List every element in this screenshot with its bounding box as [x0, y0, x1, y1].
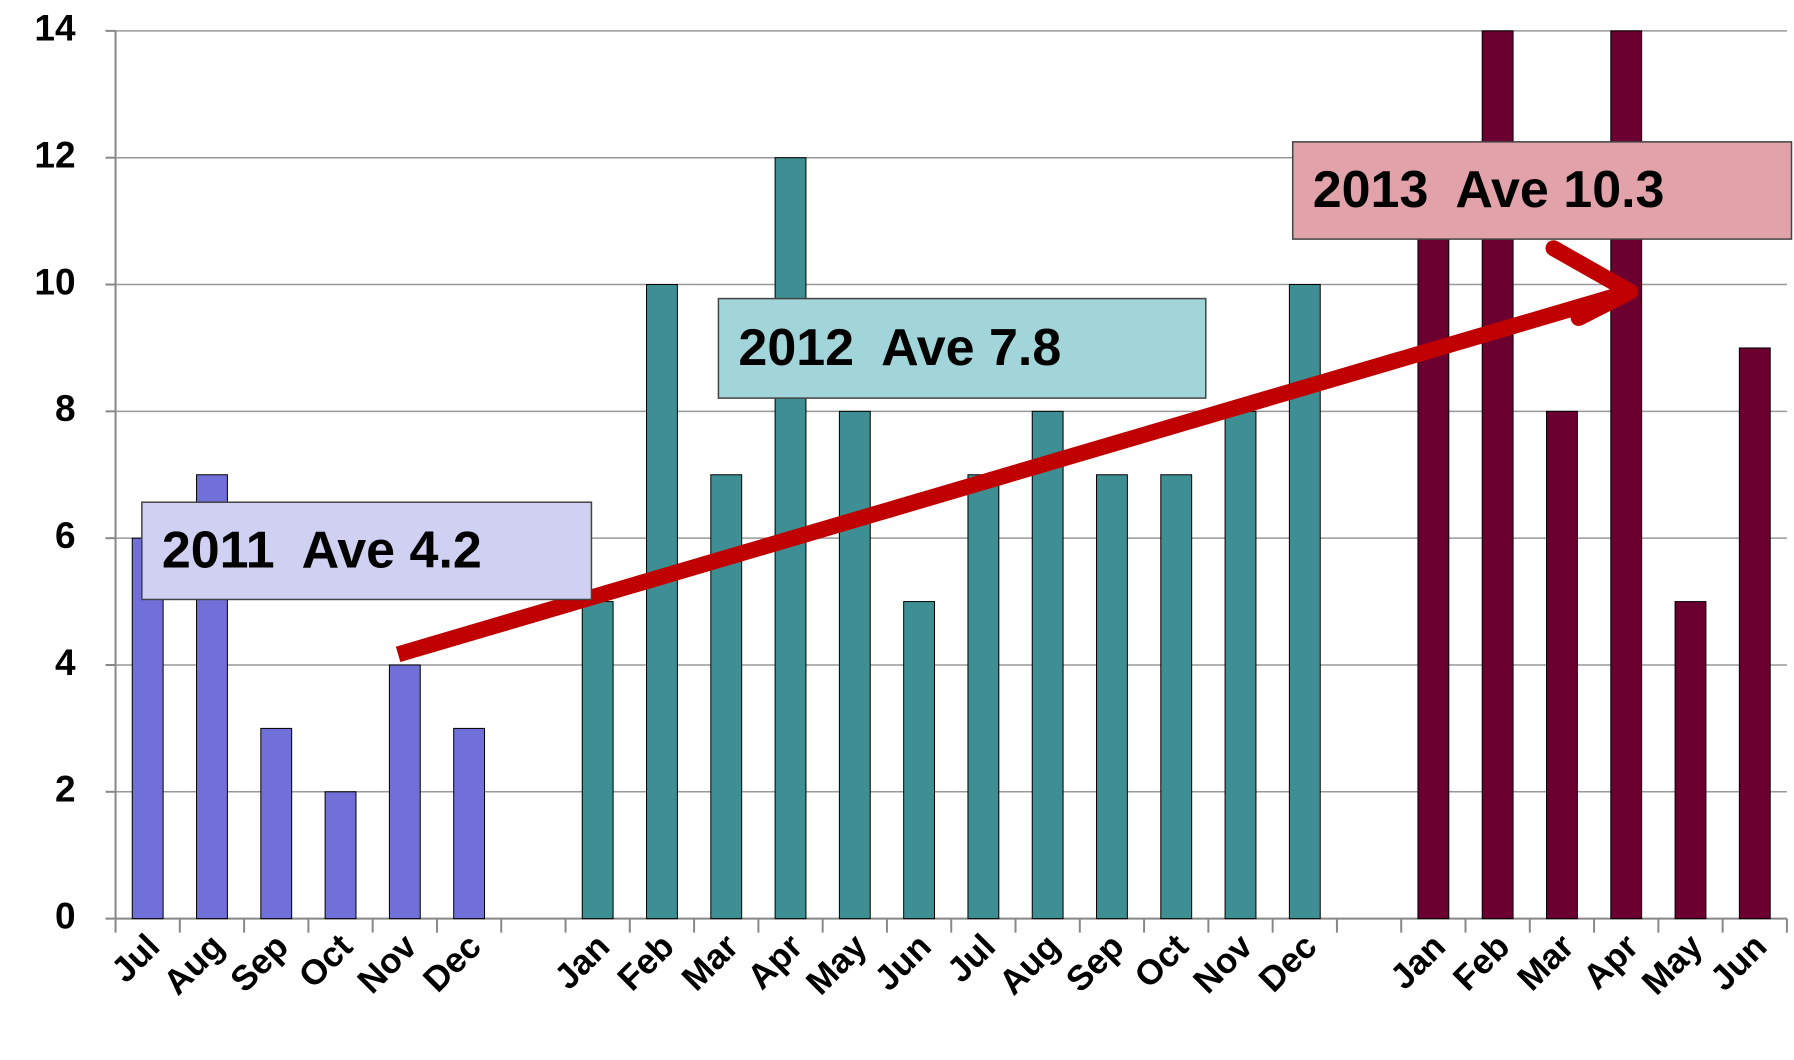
x-tick-label: Feb [610, 927, 682, 999]
x-tick-label: Sep [1059, 927, 1132, 1000]
bar [967, 474, 1000, 920]
annotation-box [1291, 141, 1793, 240]
y-tick-label: 0 [55, 895, 76, 936]
bar [1417, 157, 1450, 920]
x-tick-label: Apr [740, 926, 810, 996]
bar [903, 601, 936, 920]
y-tick-label: 10 [34, 261, 75, 302]
bar [1224, 410, 1257, 920]
y-tick-label: 14 [34, 8, 76, 49]
x-tick-label: Nov [1186, 926, 1261, 1001]
x-tick-label: Sep [223, 927, 296, 1000]
x-tick-label: Jul [104, 927, 167, 990]
x-tick-label: Mar [674, 926, 746, 998]
bar [324, 791, 357, 920]
annotation: 2011 Ave 4.2 [162, 522, 482, 580]
bar [1674, 601, 1707, 920]
x-tick-label: Jul [940, 927, 1003, 990]
bar [646, 284, 678, 920]
bar [1031, 410, 1064, 920]
bar [131, 537, 164, 920]
x-tick-label: Nov [350, 926, 425, 1001]
x-tick-label: Jun [1703, 927, 1775, 999]
annotation-box [141, 501, 593, 601]
trend-arrow-head [1545, 240, 1639, 327]
annotation: 2013 Ave 10.3 [1313, 161, 1665, 219]
x-tick-label: Oct [291, 926, 360, 995]
bar [1096, 474, 1128, 920]
x-tick-label: May [799, 926, 875, 1002]
y-tick-label: 2 [55, 769, 76, 810]
y-tick-label: 4 [55, 642, 76, 683]
x-tick-label: Jan [547, 927, 617, 997]
bar [581, 601, 614, 920]
bar [838, 410, 871, 920]
x-tick-label: May [1634, 926, 1710, 1002]
annotation: 2012 Ave 7.8 [738, 319, 1061, 377]
x-tick-label: Jan [1383, 927, 1453, 997]
x-tick-label: Apr [1576, 926, 1646, 996]
annotation-box [717, 297, 1207, 399]
bar [388, 664, 421, 920]
x-tick-label: Dec [416, 927, 489, 1000]
x-tick-label: Aug [156, 927, 232, 1003]
x-tick-label: Jun [867, 927, 939, 999]
bar [1160, 474, 1193, 920]
bar [1738, 347, 1771, 920]
x-tick-label: Dec [1251, 927, 1324, 1000]
bar [710, 474, 743, 920]
x-tick-label: Aug [992, 927, 1068, 1003]
trend-arrow [395, 286, 1625, 663]
bar [260, 727, 293, 920]
y-tick-label: 6 [55, 515, 76, 556]
bar [453, 727, 486, 920]
bar [1546, 410, 1578, 920]
x-tick-label: Feb [1446, 927, 1518, 999]
x-tick-label: Oct [1127, 926, 1196, 995]
x-tick-label: Mar [1510, 926, 1582, 998]
y-tick-label: 12 [34, 134, 75, 175]
y-tick-label: 8 [55, 388, 76, 429]
